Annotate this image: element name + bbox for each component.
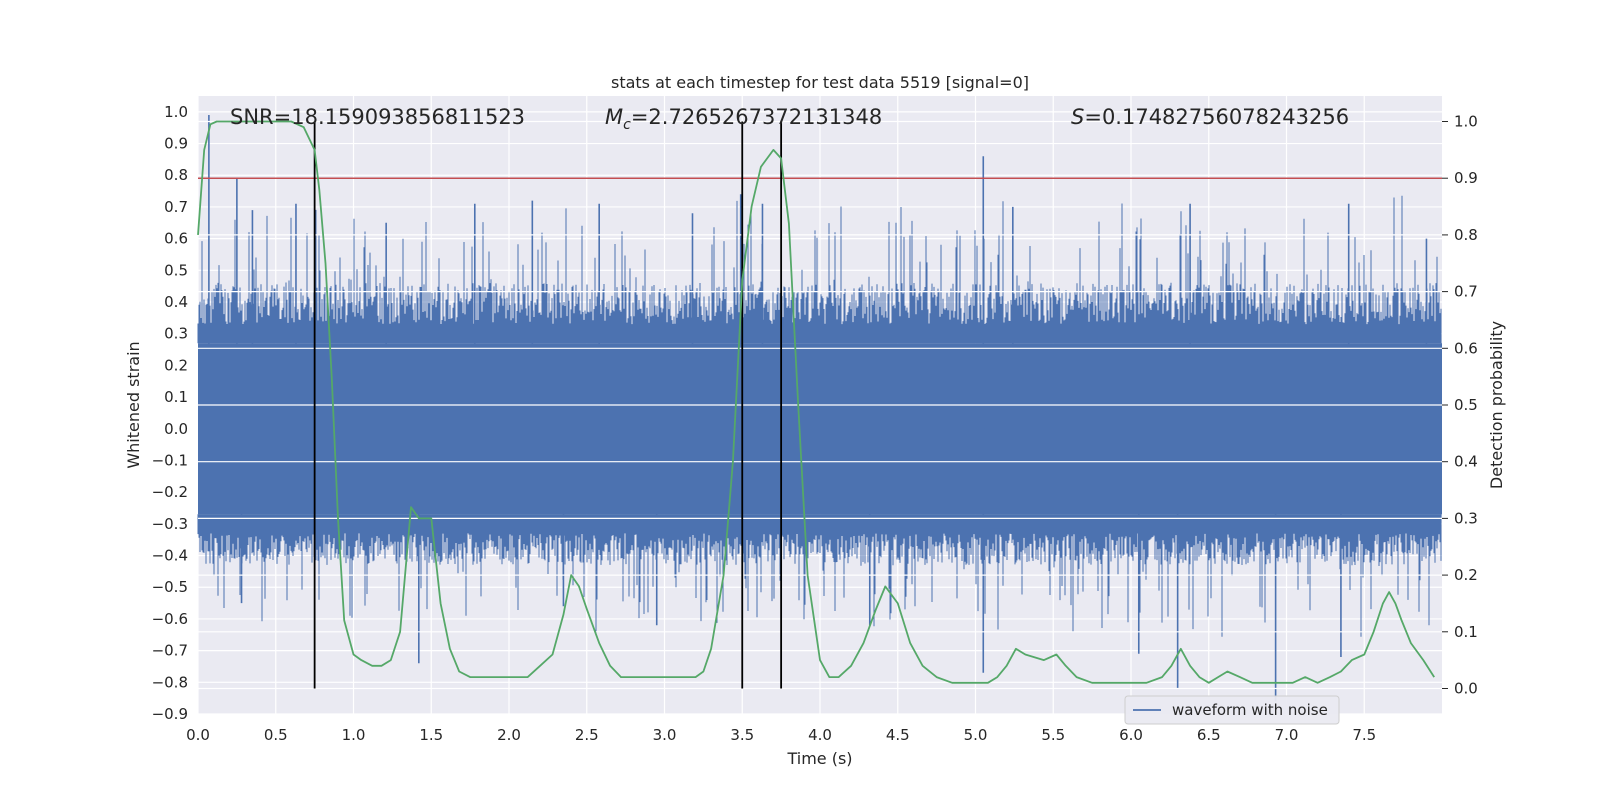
chart-title: stats at each timestep for test data 551… <box>611 73 1029 92</box>
waveform-lower-noise <box>197 514 1442 637</box>
event-markers <box>313 121 783 689</box>
y-tick-label: 0.2 <box>164 356 188 374</box>
x-tick-label: 2.5 <box>575 726 599 744</box>
s-symbol: S <box>1071 105 1084 129</box>
y-tick-label: 1.0 <box>164 103 188 121</box>
y-axis-label: Whitened strain <box>124 341 143 468</box>
x-tick-label: 5.0 <box>964 726 988 744</box>
y2-tick-label: 0.2 <box>1454 566 1478 584</box>
x-tick-label: 2.0 <box>497 726 521 744</box>
legend-box <box>1124 695 1340 725</box>
y-tick-label: 0.8 <box>164 166 188 184</box>
x-tick-label: 4.0 <box>808 726 832 744</box>
y-tick-label: 0.9 <box>164 135 188 153</box>
y-tick-labels: 1.0 0.9 0.8 0.7 0.6 0.5 0.4 0.3 0.2 0.1 0.0 −0.1 −0.… <box>152 103 188 723</box>
x-tick-label: 6.0 <box>1119 726 1143 744</box>
x-tick-label: 6.5 <box>1197 726 1221 744</box>
x-tick-label: 3.5 <box>730 726 754 744</box>
y-tick-label: −0.4 <box>152 547 188 565</box>
x-tick-label: 7.0 <box>1275 726 1299 744</box>
x-tick-label: 0.0 <box>186 726 210 744</box>
x-tick-label: 3.0 <box>653 726 677 744</box>
x-axis-label: Time (s) <box>786 749 852 768</box>
y-tick-label: −0.3 <box>152 515 188 533</box>
y-tick-label: 0.4 <box>164 293 188 311</box>
y2-tick-label: 0.1 <box>1454 623 1478 641</box>
x-tick-label: 5.5 <box>1041 726 1065 744</box>
x-tick-label: 1.5 <box>419 726 443 744</box>
waveform-core <box>198 343 1442 515</box>
y2-tick-label: 0.5 <box>1454 396 1478 414</box>
y-tick-label: −0.2 <box>152 483 188 501</box>
x-tick-label: 7.5 <box>1352 726 1376 744</box>
mc-value: =2.7265267372131348 <box>631 105 882 129</box>
y-tick-label: 0.3 <box>164 325 188 343</box>
y-tick-label: 0.6 <box>164 230 188 248</box>
legend: waveform with noise <box>1124 695 1340 725</box>
y-tick-label: −0.5 <box>152 578 188 596</box>
y-tick-label: −0.9 <box>152 705 188 723</box>
y-tick-label: 0.5 <box>164 261 188 279</box>
waveform-core-band <box>198 343 1442 515</box>
y-tick-label: −0.8 <box>152 673 188 691</box>
y2-tick-label: 1.0 <box>1454 113 1478 131</box>
y2-tick-label: 0.8 <box>1454 226 1478 244</box>
y-tick-label: 0.7 <box>164 198 188 216</box>
y-tick-label: −0.7 <box>152 642 188 660</box>
x-tick-labels: 0.0 0.5 1.0 1.5 2.0 2.5 3.0 3.5 4.0 4.5 5.0 5.5 6.0 6… <box>186 726 1376 744</box>
y2-tick-labels: 1.0 0.9 0.8 0.7 0.6 0.5 0.4 0.3 0.2 0.1 0.0 <box>1442 113 1478 697</box>
y2-tick-label: 0.7 <box>1454 283 1478 301</box>
probability-series <box>197 120 1435 684</box>
x-tick-label: 1.0 <box>342 726 366 744</box>
y-tick-label: −0.1 <box>152 451 188 469</box>
y-tick-label: 0.1 <box>164 388 188 406</box>
y2-tick-label: 0.9 <box>1454 169 1478 187</box>
y2-tick-label: 0.6 <box>1454 339 1478 357</box>
s-value: =0.17482756078243256 <box>1084 105 1349 129</box>
y2-tick-label: 0.3 <box>1454 509 1478 527</box>
y2-tick-label: 0.4 <box>1454 453 1478 471</box>
x-tick-label: 4.5 <box>886 726 910 744</box>
mc-symbol: M <box>605 105 623 129</box>
probability-line <box>197 120 1435 684</box>
chirp-mass-annotation: Mc=2.7265267372131348 <box>605 105 882 133</box>
y-tick-label: 0.0 <box>164 420 188 438</box>
legend-label: waveform with noise <box>1172 701 1328 719</box>
y2-tick-label: 0.0 <box>1454 679 1478 697</box>
y-tick-label: −0.6 <box>152 610 188 628</box>
mc-subscript: c <box>623 117 631 133</box>
s-annotation: S=0.17482756078243256 <box>1071 105 1349 129</box>
y2-axis-label: Detection probability <box>1487 321 1506 489</box>
x-tick-label: 0.5 <box>264 726 288 744</box>
waveform-series <box>197 115 1442 702</box>
snr-annotation: SNR=18.159093856811523 <box>230 105 525 129</box>
